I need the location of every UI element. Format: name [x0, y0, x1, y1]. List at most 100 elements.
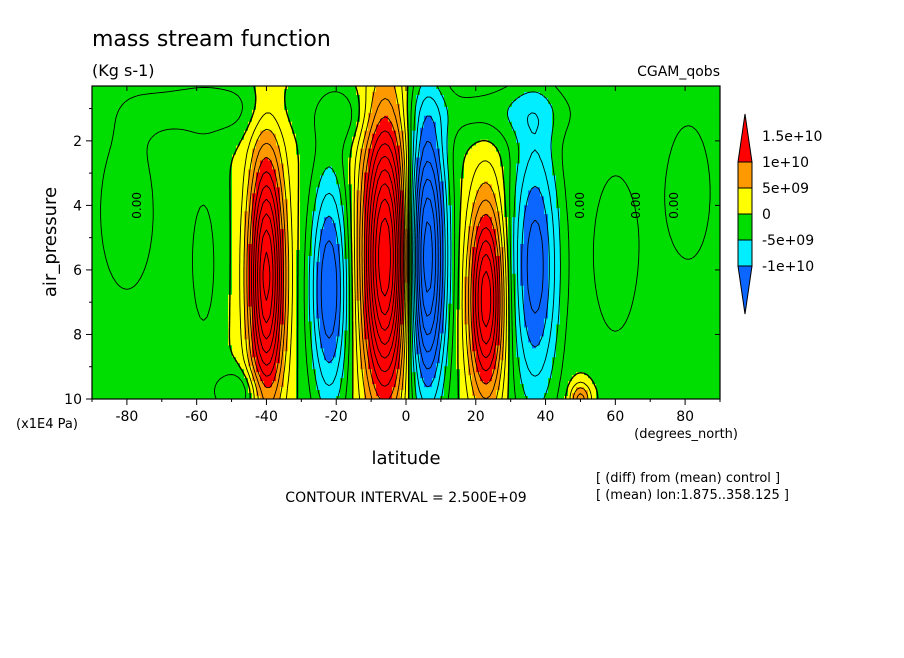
- field-cell: [232, 181, 249, 185]
- field-cell: [252, 148, 281, 153]
- field-cell: [312, 235, 321, 239]
- field-cell: [508, 375, 521, 379]
- field-cell: [548, 300, 561, 305]
- field-cell: [456, 357, 469, 361]
- field-cell: [260, 378, 277, 382]
- field-cell: [92, 339, 229, 343]
- field-cell: [524, 223, 549, 227]
- field-cell: [408, 148, 413, 153]
- field-cell: [388, 118, 401, 123]
- field-cell: [504, 249, 509, 254]
- field-cell: [244, 214, 253, 218]
- field-cell: [248, 193, 253, 197]
- field-cell: [352, 136, 365, 141]
- field-cell: [320, 330, 341, 335]
- field-cell: [232, 208, 249, 212]
- field-cell: [308, 261, 317, 266]
- field-cell: [560, 243, 720, 248]
- field-cell: [508, 390, 525, 394]
- field-cell: [92, 396, 253, 399]
- field-cell: [408, 160, 413, 165]
- field-cell: [296, 151, 353, 156]
- field-cell: [472, 208, 497, 212]
- field-cell: [284, 241, 289, 245]
- field-cell: [560, 276, 720, 281]
- field-cell: [504, 270, 509, 275]
- field-cell: [368, 366, 401, 370]
- field-cell: [392, 393, 401, 397]
- field-cell: [468, 148, 497, 153]
- field-cell: [548, 97, 720, 102]
- field-cell: [364, 175, 401, 180]
- field-cell: [552, 109, 720, 114]
- field-cell: [472, 390, 497, 394]
- field-cell: [308, 291, 317, 296]
- field-cell: [352, 282, 357, 287]
- field-cell: [468, 264, 473, 269]
- field-cell: [528, 199, 545, 203]
- field-cell: [244, 375, 253, 379]
- field-cell: [400, 360, 405, 364]
- field-cell: [248, 342, 253, 346]
- field-cell: [248, 249, 285, 254]
- field-cell: [408, 363, 413, 367]
- field-cell: [256, 103, 285, 108]
- field-cell: [416, 112, 449, 117]
- field-cell: [408, 124, 417, 129]
- field-cell: [524, 226, 549, 230]
- field-cell: [248, 252, 285, 257]
- field-cell: [360, 357, 369, 361]
- field-cell: [516, 190, 529, 194]
- field-cell: [316, 381, 341, 385]
- field-cell: [416, 309, 445, 314]
- field-cell: [552, 360, 720, 364]
- field-cell: [248, 175, 257, 180]
- field-cell: [232, 267, 245, 272]
- field-cell: [336, 238, 345, 242]
- field-cell: [552, 154, 720, 159]
- field-cell: [472, 249, 497, 254]
- field-cell: [548, 312, 561, 317]
- field-cell: [248, 208, 253, 212]
- field-cell: [488, 139, 517, 144]
- field-cell: [360, 309, 365, 314]
- field-cell: [296, 396, 321, 399]
- field-cell: [472, 303, 501, 308]
- field-cell: [444, 321, 449, 326]
- field-cell: [404, 303, 409, 308]
- field-cell: [320, 327, 341, 332]
- field-cell: [244, 282, 249, 287]
- field-cell: [244, 288, 249, 293]
- field-cell: [476, 354, 497, 358]
- field-cell: [596, 390, 720, 394]
- field-cell: [364, 220, 405, 224]
- field-cell: [368, 348, 401, 352]
- field-cell: [248, 300, 285, 305]
- field-cell: [92, 345, 233, 349]
- field-cell: [404, 136, 409, 141]
- field-cell: [404, 300, 409, 305]
- field-cell: [516, 300, 525, 305]
- field-cell: [312, 226, 325, 230]
- field-cell: [340, 279, 349, 284]
- field-cell: [232, 169, 249, 174]
- field-cell: [504, 193, 517, 197]
- field-cell: [92, 273, 233, 278]
- field-cell: [528, 333, 545, 337]
- field-cell: [364, 282, 405, 287]
- field-cell: [452, 246, 461, 251]
- field-cell: [516, 288, 525, 293]
- field-cell: [368, 363, 401, 367]
- field-cell: [364, 208, 405, 212]
- field-cell: [232, 175, 249, 180]
- field-cell: [524, 288, 549, 293]
- field-cell: [472, 252, 497, 257]
- field-cell: [496, 229, 501, 233]
- field-cell: [364, 181, 401, 185]
- field-cell: [468, 267, 473, 272]
- field-cell: [296, 273, 309, 278]
- field-cell: [444, 217, 453, 221]
- field-cell: [448, 163, 465, 168]
- field-cell: [296, 381, 317, 385]
